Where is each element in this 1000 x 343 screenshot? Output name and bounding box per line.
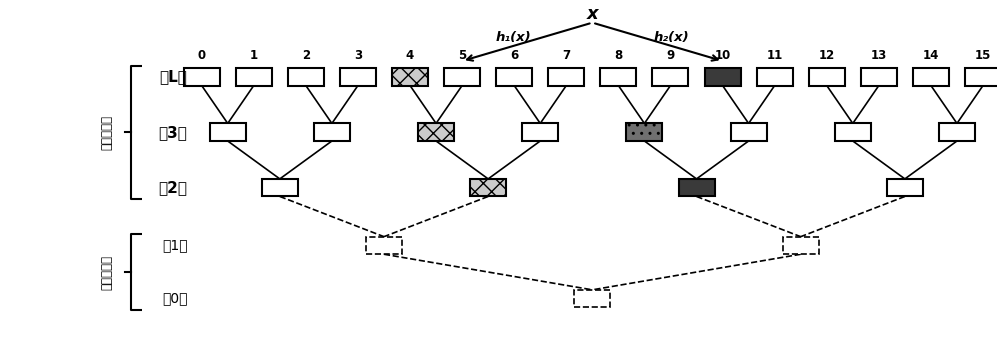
Text: 8: 8 — [614, 49, 623, 62]
Bar — [965, 68, 1000, 85]
Bar — [288, 68, 324, 85]
Text: 1: 1 — [250, 49, 258, 62]
Text: 第L层: 第L层 — [160, 69, 187, 84]
Bar — [835, 123, 871, 141]
Text: 被删除的层: 被删除的层 — [100, 255, 113, 289]
Text: 6: 6 — [510, 49, 518, 62]
Bar — [887, 179, 923, 197]
Text: 10: 10 — [714, 49, 731, 62]
Text: 第3层: 第3层 — [159, 125, 187, 140]
Text: 14: 14 — [923, 49, 939, 62]
Bar — [184, 68, 220, 85]
Text: 9: 9 — [666, 49, 675, 62]
Text: 7: 7 — [562, 49, 570, 62]
Bar — [418, 123, 454, 141]
Bar — [340, 68, 376, 85]
Bar — [236, 68, 272, 85]
Bar — [939, 123, 975, 141]
Bar — [262, 179, 298, 197]
Bar — [626, 123, 662, 141]
Bar — [210, 123, 246, 141]
Bar — [913, 68, 949, 85]
Bar — [861, 68, 897, 85]
Bar — [652, 68, 688, 85]
Bar — [783, 237, 819, 254]
Text: 0: 0 — [198, 49, 206, 62]
Bar — [809, 68, 845, 85]
Bar — [314, 123, 350, 141]
Bar — [444, 68, 480, 85]
Text: 3: 3 — [354, 49, 362, 62]
Text: 12: 12 — [819, 49, 835, 62]
Bar — [522, 123, 558, 141]
Bar — [366, 237, 402, 254]
Text: h₂(x): h₂(x) — [654, 31, 689, 44]
Text: 15: 15 — [975, 49, 991, 62]
Text: 5: 5 — [458, 49, 466, 62]
Bar — [705, 68, 741, 85]
Bar — [574, 290, 610, 307]
Text: 第0层: 第0层 — [162, 292, 187, 306]
Bar — [600, 68, 636, 85]
Text: h₁(x): h₁(x) — [495, 31, 531, 44]
Bar — [679, 179, 715, 197]
Bar — [392, 68, 428, 85]
Text: 被保留的层: 被保留的层 — [100, 115, 113, 150]
Bar — [470, 179, 506, 197]
Text: 11: 11 — [767, 49, 783, 62]
Bar — [496, 68, 532, 85]
Text: 第1层: 第1层 — [162, 238, 187, 252]
Text: x: x — [587, 5, 598, 23]
Text: 13: 13 — [871, 49, 887, 62]
Bar — [548, 68, 584, 85]
Text: 第2层: 第2层 — [158, 180, 187, 195]
Bar — [757, 68, 793, 85]
Bar — [731, 123, 767, 141]
Text: 4: 4 — [406, 49, 414, 62]
Text: 2: 2 — [302, 49, 310, 62]
